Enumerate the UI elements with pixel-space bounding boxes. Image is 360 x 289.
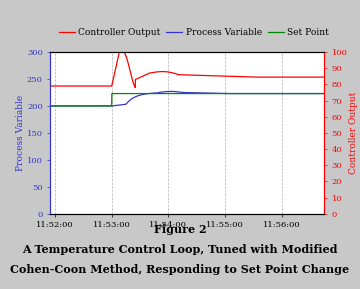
Process Variable (165, 90, 170, 93)
Set Point (314, 92, 318, 95)
Text: Figure 2: Figure 2 (154, 224, 206, 235)
Set Point (163, 92, 167, 95)
Controller Output (120, 49, 124, 53)
Y-axis label: Controller Output: Controller Output (349, 92, 358, 174)
Set Point (300, 92, 304, 95)
Process Variable (300, 92, 304, 95)
Legend: Controller Output, Process Variable, Set Point: Controller Output, Process Variable, Set… (55, 24, 333, 40)
Set Point (178, 92, 183, 95)
Controller Output (314, 75, 318, 79)
Controller Output (163, 70, 168, 73)
Process Variable (163, 90, 167, 93)
Set Point (247, 92, 251, 95)
Process Variable (322, 92, 326, 95)
Set Point (322, 92, 326, 95)
Controller Output (48, 84, 53, 88)
Line: Process Variable: Process Variable (50, 91, 324, 106)
Process Variable (178, 90, 183, 94)
Controller Output (133, 86, 138, 89)
Set Point (48, 104, 53, 108)
Process Variable (168, 90, 173, 93)
Y-axis label: Process Variable: Process Variable (16, 95, 25, 171)
Set Point (166, 92, 170, 95)
Controller Output (322, 75, 326, 79)
Controller Output (247, 75, 251, 79)
Set Point (109, 92, 114, 95)
Controller Output (300, 75, 304, 79)
Process Variable (247, 92, 251, 95)
Line: Controller Output: Controller Output (50, 51, 324, 88)
Text: Cohen-Coon Method, Responding to Set Point Change: Cohen-Coon Method, Responding to Set Poi… (10, 264, 350, 275)
Process Variable (314, 92, 318, 95)
Process Variable (48, 104, 53, 108)
Controller Output (178, 73, 183, 77)
Text: A Temperature Control Loop, Tuned with Modified: A Temperature Control Loop, Tuned with M… (22, 244, 338, 255)
Line: Set Point: Set Point (50, 94, 324, 106)
Controller Output (166, 70, 170, 74)
